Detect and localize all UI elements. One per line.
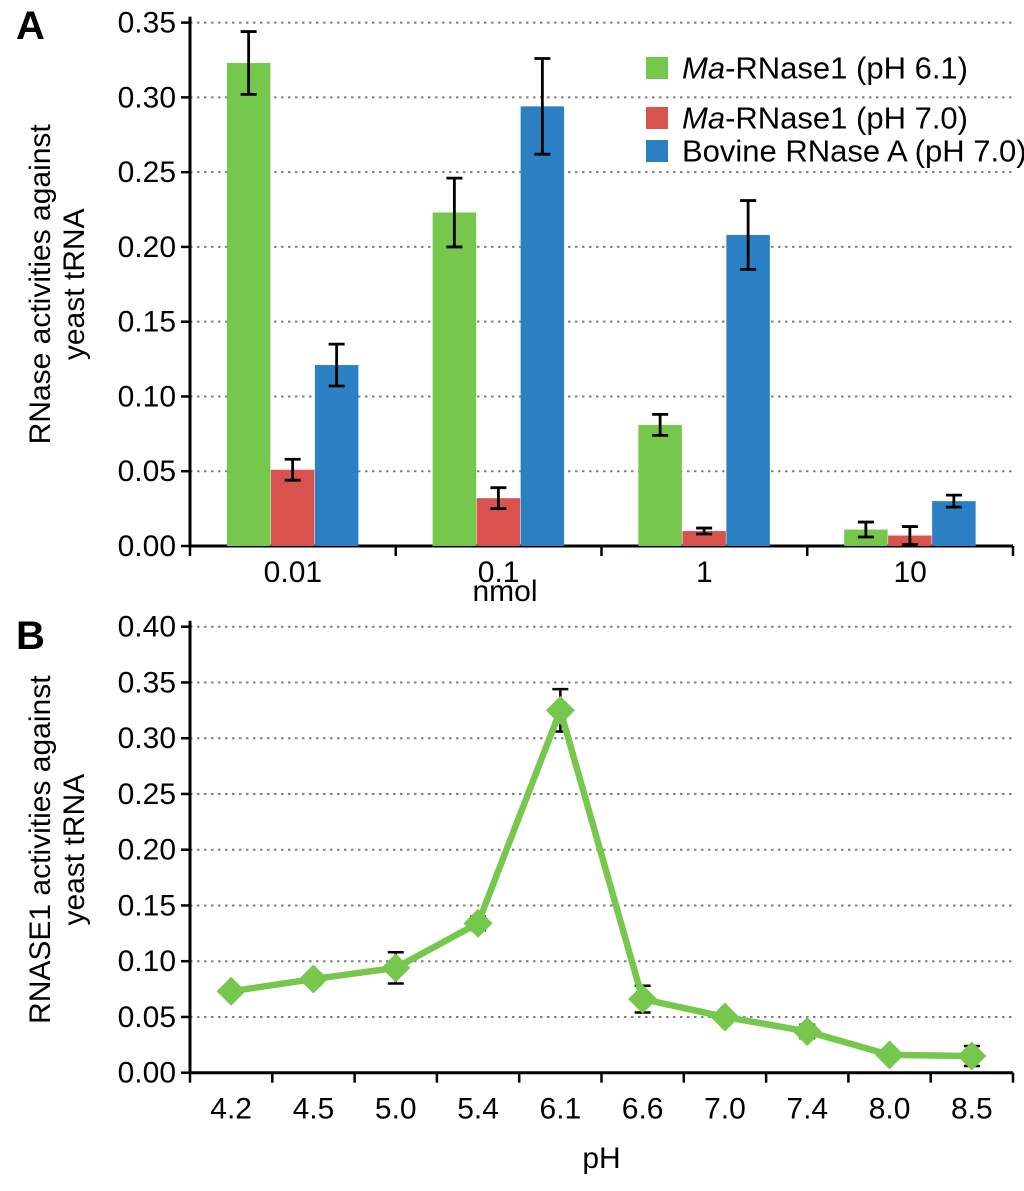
x-tick-label: 6.6 bbox=[622, 1093, 664, 1126]
y-tick-label: 0.40 bbox=[118, 611, 176, 644]
bar bbox=[226, 62, 271, 547]
y-tick-label: 0.30 bbox=[118, 722, 176, 755]
y-tick-label: 0.30 bbox=[118, 81, 176, 114]
data-point-diamond bbox=[298, 964, 328, 994]
x-tick-label: 6.1 bbox=[539, 1093, 581, 1126]
panel-b: B 0.00 0.05 0.10 0.15 0.20 0.25 0.30 0.35 0.40 4.… bbox=[0, 610, 1024, 1191]
data-point-diamond bbox=[216, 976, 246, 1006]
bar bbox=[432, 212, 477, 547]
data-point-diamond bbox=[957, 1041, 987, 1071]
y-tick-label: 0.05 bbox=[118, 1001, 176, 1034]
bar bbox=[314, 365, 359, 546]
legend-label: Ma-RNase1 (pH 6.1) bbox=[682, 51, 968, 86]
y-tick-label: 0.00 bbox=[118, 1057, 176, 1090]
data-point-diamond bbox=[381, 953, 411, 983]
bar bbox=[726, 234, 770, 546]
x-tick-label: 0.1 bbox=[478, 556, 520, 589]
bar bbox=[270, 469, 315, 546]
y-tick-label: 0.20 bbox=[118, 834, 176, 867]
x-tick-label: 7.4 bbox=[786, 1093, 828, 1126]
legend-label: Ma-RNase1 (pH 7.0) bbox=[682, 101, 968, 136]
legend-swatch-icon bbox=[646, 140, 668, 162]
x-axis-title: nmol bbox=[472, 575, 537, 608]
data-line bbox=[227, 707, 976, 1060]
bar-chart-rnase-activities: 0.00 0.05 0.10 0.15 0.20 0.25 0.30 0.35 0.01 0.1 1… bbox=[24, 7, 1024, 608]
data-point-diamond bbox=[628, 984, 658, 1014]
bar bbox=[638, 424, 682, 546]
y-axis-title: RNASE1 activities against bbox=[24, 675, 57, 1024]
bar bbox=[682, 531, 726, 546]
data-point-diamond bbox=[875, 1040, 905, 1070]
x-tick-label: 8.5 bbox=[951, 1093, 993, 1126]
panel-b-letter: B bbox=[16, 614, 45, 658]
y-tick-label: 0.00 bbox=[118, 530, 176, 563]
x-tick-label: 4.5 bbox=[293, 1093, 335, 1126]
legend-swatch-icon bbox=[646, 57, 668, 79]
y-tick-label: 0.10 bbox=[118, 945, 176, 978]
y-axis-title: yeast tRNA bbox=[58, 774, 91, 926]
bar bbox=[932, 501, 976, 546]
y-tick-label: 0.15 bbox=[118, 889, 176, 922]
y-tick-label: 0.35 bbox=[118, 666, 176, 699]
y-axis-title: yeast tRNA bbox=[58, 208, 91, 360]
data-point-diamond bbox=[792, 1016, 822, 1046]
panel-a: A 0.00 0.05 0.10 0.15 0.20 0.25 0.30 0.35 0.01 0.… bbox=[16, 4, 1024, 608]
x-tick-label: 1 bbox=[696, 556, 713, 589]
y-axis-title: RNase activities against bbox=[24, 124, 57, 445]
x-axis-title: pH bbox=[582, 1142, 620, 1175]
x-tick-label: 5.4 bbox=[457, 1093, 499, 1126]
y-tick-label: 0.35 bbox=[118, 7, 176, 40]
panel-a-letter: A bbox=[16, 4, 45, 48]
x-tick-label: 7.0 bbox=[704, 1093, 746, 1126]
data-point-diamond bbox=[710, 1002, 740, 1032]
x-tick-label: 8.0 bbox=[869, 1093, 911, 1126]
y-tick-label: 0.25 bbox=[118, 778, 176, 811]
y-tick-label: 0.20 bbox=[118, 231, 176, 264]
data-point-diamond bbox=[545, 695, 575, 725]
x-tick-label: 5.0 bbox=[375, 1093, 417, 1126]
legend-label: Bovine RNase A (pH 7.0) bbox=[682, 134, 1024, 169]
x-tick-label: 0.01 bbox=[264, 556, 322, 589]
legend-swatch-icon bbox=[646, 107, 668, 129]
y-tick-label: 0.25 bbox=[118, 156, 176, 189]
x-tick-label: 10 bbox=[893, 556, 926, 589]
y-tick-label: 0.15 bbox=[118, 306, 176, 339]
x-tick-label: 4.2 bbox=[210, 1093, 252, 1126]
line-chart-ph-profile: 0.00 0.05 0.10 0.15 0.20 0.25 0.30 0.35 0.40 4.2 4… bbox=[24, 611, 1015, 1175]
bar bbox=[520, 106, 565, 547]
data-point-diamond bbox=[463, 908, 493, 938]
y-tick-label: 0.05 bbox=[118, 455, 176, 488]
y-tick-label: 0.10 bbox=[118, 380, 176, 413]
